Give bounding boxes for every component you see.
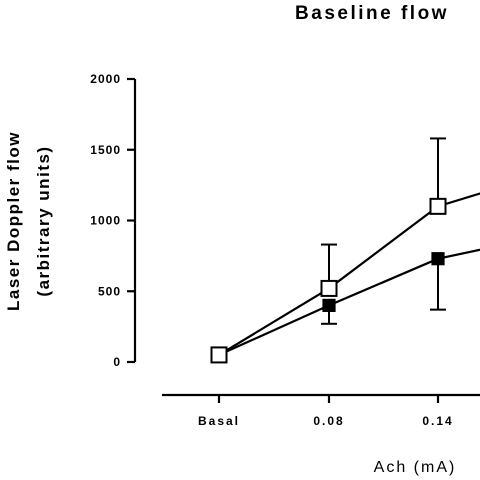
data-point-filled <box>322 298 336 312</box>
y-tick-label: 0 <box>113 355 121 369</box>
series-line <box>218 192 480 356</box>
data-point-open <box>429 197 447 215</box>
x-axis: Basal 0.08 0.14 <box>162 393 480 428</box>
data-point-open <box>210 346 228 364</box>
series-layer <box>210 137 480 364</box>
y-tick-label: 1500 <box>90 143 121 157</box>
y-tick-label: 500 <box>98 284 121 298</box>
x-tick-label: 0.14 <box>422 414 453 428</box>
series-line <box>218 248 480 356</box>
x-tick-label: Basal <box>198 414 240 428</box>
data-point-filled <box>431 252 445 266</box>
y-tick-label: 2000 <box>90 72 121 86</box>
y-axis-label-line1: Laser Doppler flow <box>4 131 23 311</box>
x-axis-label: Ach (mA) <box>374 459 457 476</box>
y-axis-label-line2: (arbitrary units) <box>34 145 53 296</box>
y-tick-label: 1000 <box>90 214 121 228</box>
chart-title: Baseline flow <box>295 3 449 24</box>
data-point-open <box>320 279 338 297</box>
y-axis: 0 500 1000 1500 2000 <box>90 72 137 369</box>
x-tick-label: 0.08 <box>313 414 344 428</box>
